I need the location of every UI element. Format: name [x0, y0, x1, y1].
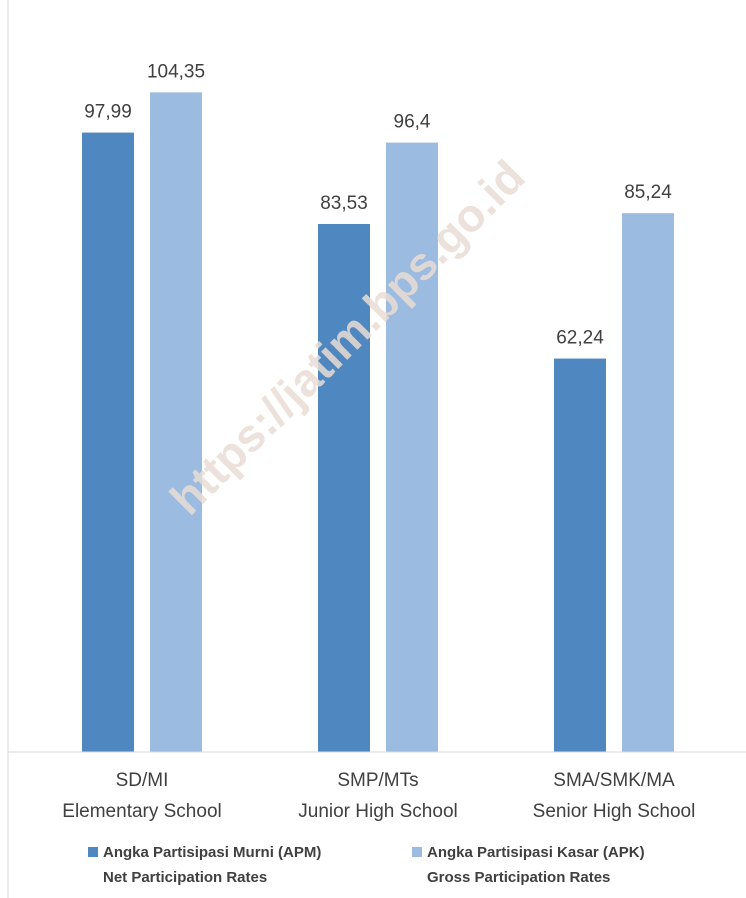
x-tick-label: Junior High School [298, 801, 457, 822]
legend-label: Angka Partisipasi Kasar (APK) [427, 844, 645, 861]
bar [386, 142, 438, 753]
value-label: 104,35 [147, 61, 205, 82]
legend-label: Net Participation Rates [103, 869, 267, 886]
bar [554, 358, 606, 752]
bar [318, 223, 370, 752]
value-label: 83,53 [320, 193, 368, 214]
x-tick-label: SD/MI [116, 770, 169, 791]
legend-label: Gross Participation Rates [427, 869, 610, 886]
x-tick-label: SMA/SMK/MA [553, 770, 675, 791]
bar [150, 92, 202, 752]
bar [82, 132, 134, 752]
value-label: 85,24 [624, 182, 672, 203]
x-tick-label: Elementary School [62, 801, 221, 822]
legend-label: Angka Partisipasi Murni (APM) [103, 844, 321, 861]
bar [622, 213, 674, 752]
value-label: 97,99 [84, 102, 132, 123]
value-label: 62,24 [556, 328, 604, 349]
value-label: 96,4 [394, 112, 431, 133]
legend-swatch [88, 847, 98, 857]
x-tick-label: Senior High School [533, 801, 696, 822]
legend-swatch [412, 847, 422, 857]
x-tick-label: SMP/MTs [337, 770, 418, 791]
